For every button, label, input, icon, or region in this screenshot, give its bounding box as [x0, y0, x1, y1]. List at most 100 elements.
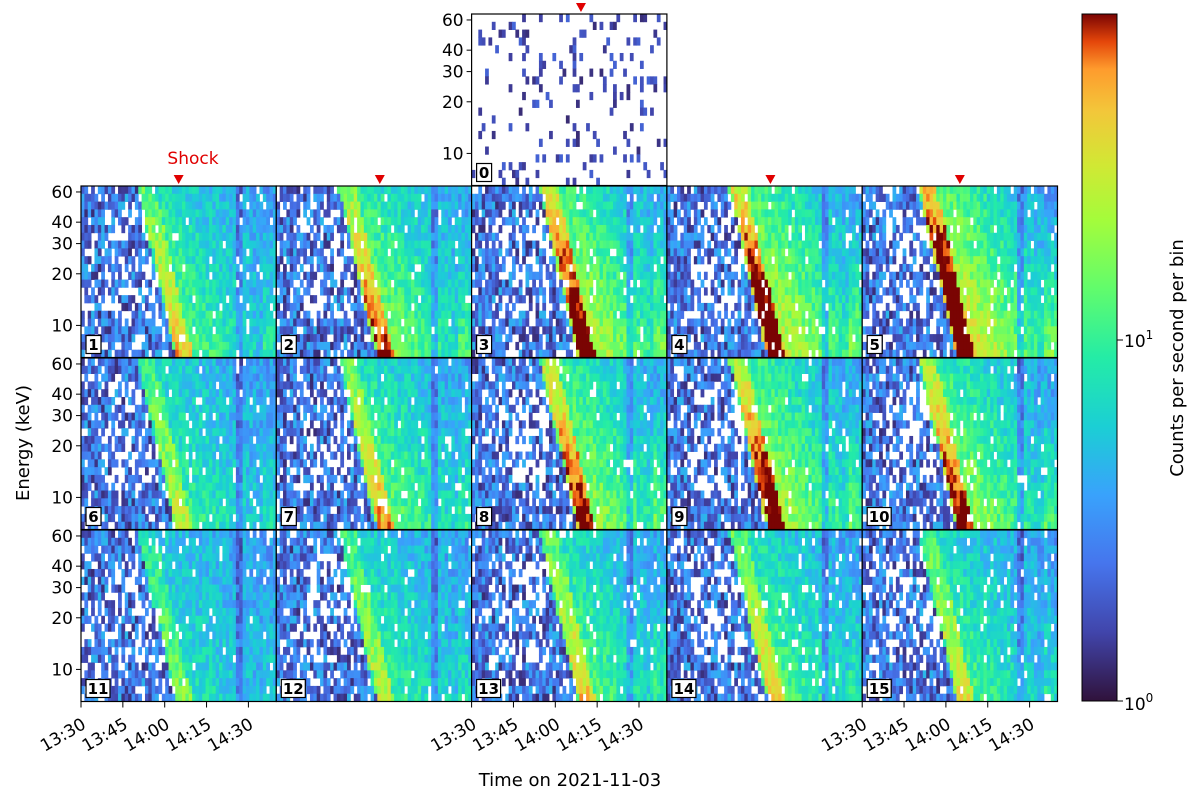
heatmap-cell — [296, 334, 301, 343]
heatmap-cell — [424, 349, 429, 358]
heatmap-cell — [451, 232, 456, 241]
heatmap-cell — [269, 341, 274, 351]
heatmap-cell — [424, 295, 429, 304]
heatmap-cell — [639, 287, 644, 296]
heatmap-cell — [818, 287, 823, 296]
heatmap-cell — [552, 201, 557, 210]
heatmap-cell — [464, 341, 469, 351]
heatmap-cell — [646, 326, 651, 335]
heatmap-cell — [498, 193, 503, 202]
heatmap-cell — [956, 217, 961, 226]
heatmap-cell — [815, 248, 819, 257]
heatmap-cell — [549, 271, 553, 280]
heatmap-cell — [542, 201, 547, 210]
heatmap-cell — [555, 232, 560, 241]
heatmap-cell — [171, 341, 176, 351]
heatmap-cell — [91, 326, 95, 335]
heatmap-cell — [380, 248, 385, 257]
heatmap-cell — [229, 240, 233, 249]
heatmap-cell — [926, 201, 930, 210]
heatmap-cell — [471, 349, 476, 358]
heatmap-cell — [821, 224, 826, 234]
heatmap-cell — [774, 224, 779, 234]
heatmap-cell — [582, 224, 587, 234]
heatmap-cell — [858, 193, 863, 202]
heatmap-cell — [222, 302, 227, 312]
heatmap-cell — [538, 349, 543, 358]
heatmap-cell — [168, 279, 173, 288]
heatmap-cell — [905, 326, 910, 335]
heatmap-cell — [845, 201, 850, 210]
heatmap-cell — [791, 217, 796, 226]
heatmap-cell — [764, 217, 769, 226]
heatmap-cell — [128, 232, 132, 241]
heatmap-cell — [774, 279, 779, 288]
heatmap-cell — [633, 326, 637, 335]
heatmap-cell — [804, 302, 809, 312]
heatmap-cell — [525, 240, 530, 249]
heatmap-cell — [922, 349, 927, 358]
heatmap-cell — [272, 326, 277, 335]
heatmap-cell — [737, 201, 742, 210]
heatmap-cell — [939, 349, 944, 358]
heatmap-cell — [872, 186, 877, 195]
heatmap-cell — [535, 240, 540, 249]
heatmap-cell — [404, 341, 409, 351]
heatmap-cell — [946, 326, 951, 335]
heatmap-cell — [215, 279, 220, 288]
heatmap-cell — [441, 302, 446, 312]
heatmap-cell — [730, 287, 735, 296]
heatmap-cell — [525, 45, 530, 54]
heatmap-cell — [586, 334, 590, 343]
heatmap-cell — [902, 271, 907, 280]
heatmap-cell — [518, 224, 523, 234]
heatmap-cell — [144, 326, 149, 335]
heatmap-cell — [239, 334, 244, 343]
heatmap-cell — [636, 310, 641, 319]
heatmap-cell — [522, 186, 526, 195]
heatmap-cell — [629, 193, 634, 202]
heatmap-cell — [582, 279, 587, 288]
heatmap-cell — [606, 201, 611, 210]
heatmap-cell — [283, 302, 287, 312]
heatmap-cell — [680, 217, 685, 226]
heatmap-cell — [313, 334, 318, 343]
heatmap-cell — [663, 310, 668, 319]
heatmap-cell — [370, 349, 375, 358]
heatmap-cell — [852, 341, 856, 351]
heatmap-cell — [357, 310, 361, 319]
heatmap-cell — [663, 256, 668, 265]
heatmap-cell — [613, 240, 617, 249]
heatmap-cell — [239, 209, 244, 218]
heatmap-cell — [505, 279, 510, 288]
heatmap-cell — [582, 287, 587, 296]
heatmap-cell — [289, 193, 294, 202]
heatmap-cell — [158, 263, 163, 273]
heatmap-cell — [387, 295, 392, 304]
heatmap-cell — [673, 240, 678, 249]
heatmap-cell — [158, 186, 163, 195]
heatmap-cell — [889, 310, 893, 319]
heatmap-cell — [639, 193, 644, 202]
heatmap-cell — [175, 334, 180, 343]
heatmap-cell — [512, 186, 516, 195]
heatmap-cell — [848, 263, 853, 273]
heatmap-cell — [343, 209, 348, 218]
heatmap-cell — [767, 349, 772, 358]
heatmap-cell — [370, 263, 375, 273]
heatmap-cell — [808, 334, 813, 343]
heatmap-cell — [198, 287, 203, 296]
heatmap-cell — [875, 186, 880, 195]
heatmap-cell — [720, 240, 725, 249]
heatmap-cell — [609, 193, 614, 202]
heatmap-cell — [602, 263, 607, 273]
heatmap-cell — [710, 349, 715, 358]
heatmap-cell — [178, 186, 183, 195]
heatmap-cell — [660, 279, 664, 288]
heatmap-cell — [269, 193, 274, 202]
heatmap-cell — [138, 217, 143, 226]
heatmap-cell — [118, 271, 122, 280]
heatmap-cell — [404, 349, 409, 358]
heatmap-cell — [491, 279, 496, 288]
heatmap-cell — [107, 341, 112, 351]
